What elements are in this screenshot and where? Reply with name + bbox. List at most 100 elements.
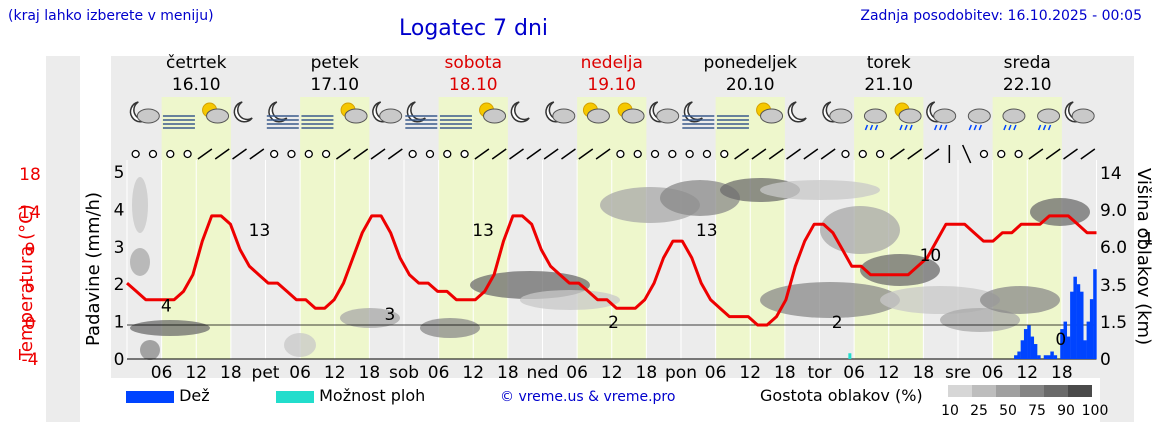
hour-tick-label: 06 xyxy=(289,363,311,383)
moon-fog-icon xyxy=(682,101,715,129)
wind-arrow-icon xyxy=(387,148,403,160)
rain-swatch xyxy=(126,390,174,403)
cloud-shape xyxy=(206,108,230,124)
density-swatch xyxy=(1044,385,1068,397)
temperature-value-label: 2 xyxy=(608,313,619,333)
last-updated: Zadnja posodobitev: 16.10.2025 - 00:05 xyxy=(860,8,1142,24)
rain-drop xyxy=(938,124,943,131)
cloud-shape xyxy=(136,108,160,124)
temperature-tick-label: 0 xyxy=(25,314,36,334)
temperature-value-label: 2 xyxy=(832,313,843,333)
temperature-value-label: 13 xyxy=(472,221,494,241)
moon-shape xyxy=(510,101,530,123)
cloud-shape xyxy=(552,108,576,124)
rain-bar xyxy=(1073,276,1077,359)
rain-bar xyxy=(1066,336,1071,359)
wind-arrow-icon xyxy=(543,148,559,160)
day-short-label: sob xyxy=(389,363,419,383)
hour-tick-label: 06 xyxy=(151,363,173,383)
moon-cloud-icon xyxy=(545,101,576,124)
wind-arrow-icon xyxy=(1045,148,1061,160)
density-swatch xyxy=(948,385,972,397)
cloud-shape xyxy=(829,108,853,124)
day-short-label: pon xyxy=(665,363,697,383)
temperature-value-label: 13 xyxy=(696,221,718,241)
cloud-density-blob xyxy=(1030,198,1090,226)
calm-wind-icon xyxy=(287,149,296,159)
rain-cloud-icon xyxy=(967,108,991,131)
cloud-height-tick-label: 0 xyxy=(1100,350,1111,370)
cloud-density-blob xyxy=(130,248,150,276)
cloud-shape xyxy=(656,108,680,124)
precipitation-tick-label: 4 xyxy=(114,200,125,220)
right-panel xyxy=(1100,56,1134,422)
precipitation-tick-label: 5 xyxy=(114,163,125,183)
calm-wind-icon xyxy=(685,149,694,159)
wind-arrow-icon xyxy=(526,148,542,160)
density-level-label: 90 xyxy=(1057,403,1075,419)
rain-drop xyxy=(874,124,879,131)
cloud-shape xyxy=(621,108,645,124)
calm-wind-icon xyxy=(616,149,625,159)
credit-link[interactable]: © vreme.us & vreme.pro xyxy=(500,389,676,405)
wind-arrow-icon xyxy=(803,148,819,160)
legend-rain-label: Dež xyxy=(179,386,210,405)
sun-rain-icon xyxy=(894,102,922,131)
cloud-height-tick-label: 3.5 xyxy=(1100,276,1127,296)
rain-bar xyxy=(1030,336,1035,359)
fog-icon xyxy=(716,115,749,129)
calm-wind-icon xyxy=(183,149,192,159)
hour-tick-label: 06 xyxy=(705,363,727,383)
rain-bar xyxy=(1037,355,1041,359)
density-swatch xyxy=(972,385,996,397)
moon-fog-icon xyxy=(405,101,438,129)
wind-arrow-icon xyxy=(1063,148,1078,160)
calm-wind-icon xyxy=(166,149,175,159)
day-name: nedelja xyxy=(581,53,643,73)
hour-tick-label: 12 xyxy=(601,363,623,383)
calm-wind-icon xyxy=(321,149,331,159)
hour-tick-label: 12 xyxy=(739,363,761,383)
cloud-shape xyxy=(1037,108,1061,124)
day-date: 17.10 xyxy=(310,75,359,95)
moon-shape xyxy=(787,101,807,123)
rain-bar xyxy=(1014,355,1018,359)
moon-cloud-icon xyxy=(822,101,853,124)
moon-fog-icon xyxy=(266,101,299,129)
calm-wind-icon xyxy=(131,149,140,159)
day-name: petek xyxy=(311,53,359,73)
calm-wind-icon xyxy=(443,149,452,159)
wind-arrow-icon xyxy=(786,148,801,160)
moon-cloud-icon xyxy=(1064,101,1095,124)
day-name: torek xyxy=(867,53,911,73)
calm-wind-icon xyxy=(997,149,1006,159)
rain-drop xyxy=(968,124,973,131)
cloud-density-blob xyxy=(340,308,400,328)
temperature-tick-label: 14 xyxy=(19,203,41,223)
calm-wind-icon xyxy=(425,149,435,159)
moon-shape xyxy=(683,101,703,123)
calm-wind-icon xyxy=(633,149,642,159)
rain-drop xyxy=(1042,124,1047,131)
temperature-line xyxy=(126,214,1097,327)
calm-wind-icon xyxy=(460,149,469,159)
rain-drop xyxy=(943,124,948,131)
calm-wind-icon xyxy=(668,149,677,159)
wind-arrow-icon xyxy=(214,148,230,160)
wind-arrow-icon xyxy=(751,148,767,160)
rain-drop xyxy=(1003,124,1007,131)
rain-drop xyxy=(978,124,983,131)
moon-cloud-icon xyxy=(649,101,680,124)
hour-tick-label: 06 xyxy=(566,363,588,383)
cloud-density-blob xyxy=(760,180,880,200)
rain-drop xyxy=(904,124,908,131)
left-panel xyxy=(46,56,80,422)
wind-arrow-icon xyxy=(1028,148,1044,160)
density-swatch xyxy=(1020,385,1044,397)
calm-wind-icon xyxy=(650,149,660,159)
sun-cloud-icon xyxy=(582,102,610,124)
precipitation-tick-label: 1 xyxy=(114,313,125,333)
rain-bar xyxy=(1020,340,1025,359)
calm-wind-icon xyxy=(720,149,729,159)
hour-tick-label: 12 xyxy=(878,363,900,383)
